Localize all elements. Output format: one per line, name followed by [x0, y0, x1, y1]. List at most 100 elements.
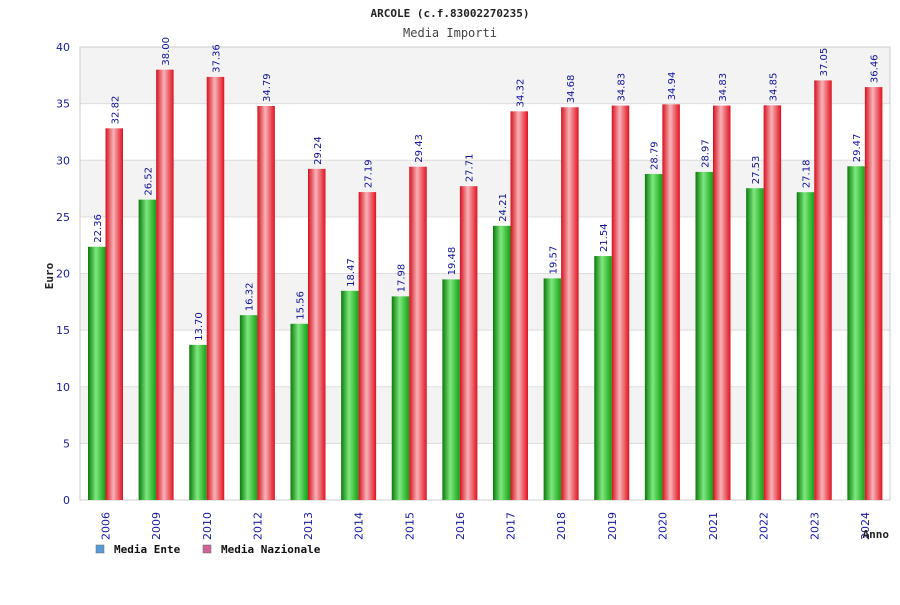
- bar-media-ente: [594, 256, 612, 500]
- chart-subtitle: Media Importi: [403, 26, 497, 40]
- x-tick-label: 2014: [353, 512, 366, 540]
- y-axis-label: Euro: [43, 262, 56, 289]
- y-tick-label: 20: [56, 268, 70, 281]
- data-label-media-nazionale: 34.85: [768, 73, 779, 102]
- data-label-media-nazionale: 34.83: [718, 73, 729, 102]
- data-label-media-ente: 19.48: [447, 247, 458, 276]
- bar-media-nazionale: [156, 69, 174, 501]
- bar-media-ente: [341, 290, 359, 500]
- bar-media-nazionale: [409, 166, 427, 500]
- bar-media-ente: [695, 171, 713, 501]
- y-tick-label: 40: [56, 41, 70, 54]
- bar-media-ente: [847, 166, 865, 500]
- data-label-media-nazionale: 34.68: [566, 75, 577, 104]
- bar-media-ente: [290, 323, 308, 500]
- y-axis-ticks: 0 5 10 15 20 25 30 35 40: [56, 41, 70, 507]
- data-label-media-nazionale: 37.05: [819, 48, 830, 77]
- data-label-media-ente: 26.52: [143, 167, 154, 196]
- bar-media-ente: [644, 173, 663, 500]
- data-label-media-nazionale: 34.94: [667, 72, 678, 101]
- x-tick-label: 2019: [606, 512, 619, 540]
- x-tick-label: 2023: [808, 512, 821, 540]
- data-label-media-ente: 18.47: [346, 258, 357, 287]
- data-label-media-ente: 19.57: [548, 246, 559, 275]
- chart-title: ARCOLE (c.f.83002270235): [371, 7, 530, 20]
- data-label-media-ente: 27.53: [751, 156, 762, 185]
- x-tick-label: 2016: [454, 512, 467, 540]
- data-label-media-nazionale: 38.00: [161, 37, 172, 66]
- x-tick-label: 2015: [403, 512, 416, 540]
- data-label-media-ente: 17.98: [397, 264, 408, 293]
- bar-media-ente: [442, 279, 460, 500]
- x-axis-label: Anno: [863, 528, 890, 541]
- bar-media-nazionale: [662, 104, 680, 500]
- data-label-media-ente: 24.21: [498, 193, 509, 222]
- data-label-media-nazionale: 27.19: [363, 159, 374, 188]
- bar-media-nazionale: [358, 192, 377, 501]
- plot-border: [79, 46, 891, 501]
- legend: Media Ente Media Nazionale: [95, 543, 321, 556]
- data-label-media-ente: 16.32: [245, 283, 256, 312]
- bar-media-ente: [493, 225, 511, 500]
- bar-media-nazionale: [713, 105, 731, 501]
- data-label-media-nazionale: 29.24: [313, 136, 324, 165]
- bar-media-nazionale: [611, 105, 630, 501]
- x-tick-label: 2012: [251, 512, 264, 540]
- data-label-media-ente: 29.47: [852, 134, 863, 163]
- legend-label-media-nazionale: Media Nazionale: [221, 543, 321, 556]
- legend-swatch-media-ente: [95, 544, 105, 554]
- y-tick-label: 5: [63, 437, 70, 450]
- x-tick-label: 2018: [555, 512, 568, 540]
- legend-label-media-ente: Media Ente: [114, 543, 181, 556]
- bar-media-nazionale: [105, 128, 123, 500]
- y-tick-label: 10: [56, 381, 70, 394]
- data-label-media-ente: 15.56: [295, 291, 306, 320]
- bar-media-nazionale: [561, 107, 579, 501]
- y-tick-label: 25: [56, 211, 70, 224]
- x-tick-label: 2006: [100, 512, 113, 540]
- x-tick-label: 2009: [150, 512, 163, 540]
- x-tick-label: 2024: [859, 512, 872, 540]
- data-label-media-ente: 22.36: [93, 214, 104, 243]
- x-tick-label: 2010: [201, 512, 214, 540]
- x-tick-label: 2020: [656, 512, 669, 540]
- data-label-media-ente: 28.97: [700, 139, 711, 168]
- data-label-media-nazionale: 37.36: [212, 44, 223, 73]
- data-label-media-nazionale: 27.71: [465, 154, 476, 183]
- data-label-media-ente: 21.54: [599, 223, 610, 252]
- x-tick-label: 2021: [707, 512, 720, 540]
- data-label-media-nazionale: 34.32: [515, 79, 526, 108]
- bar-media-ente: [746, 188, 764, 500]
- bar-media-nazionale: [510, 111, 528, 501]
- data-label-media-nazionale: 36.46: [870, 54, 881, 83]
- bar-media-nazionale: [308, 168, 326, 500]
- bar-media-nazionale: [814, 80, 832, 500]
- data-label-media-nazionale: 32.82: [110, 96, 121, 125]
- data-labels: 22.36 32.82 26.52 38.00 13.70 37.36 16.32 34.79…: [93, 37, 881, 341]
- data-label-media-ente: 27.18: [802, 160, 813, 189]
- bar-media-ente: [138, 199, 157, 500]
- bar-media-nazionale: [763, 105, 782, 500]
- legend-swatch-media-nazionale: [202, 544, 212, 554]
- x-tick-label: 2017: [505, 512, 518, 540]
- y-tick-label: 30: [56, 154, 70, 167]
- data-label-media-ente: 28.79: [650, 141, 661, 170]
- y-tick-label: 15: [56, 324, 70, 337]
- bar-media-nazionale: [257, 106, 275, 501]
- bar-media-ente: [543, 278, 562, 500]
- bar-media-nazionale: [864, 87, 883, 500]
- bar-media-ente: [189, 344, 207, 500]
- bar-media-ente: [88, 246, 106, 500]
- bar-media-ente: [239, 315, 258, 500]
- x-tick-label: 2013: [302, 512, 315, 540]
- data-label-media-ente: 13.70: [194, 312, 205, 341]
- x-axis-ticks: 2006 2009 2010 2012 2013 2014 2015 2016 2017 2018…: [100, 512, 872, 540]
- y-tick-label: 35: [56, 98, 70, 111]
- y-tick-label: 0: [63, 494, 70, 507]
- bars: [88, 69, 883, 501]
- data-label-media-nazionale: 34.83: [617, 73, 628, 102]
- bar-media-nazionale: [206, 76, 225, 500]
- bar-media-ente: [796, 192, 815, 500]
